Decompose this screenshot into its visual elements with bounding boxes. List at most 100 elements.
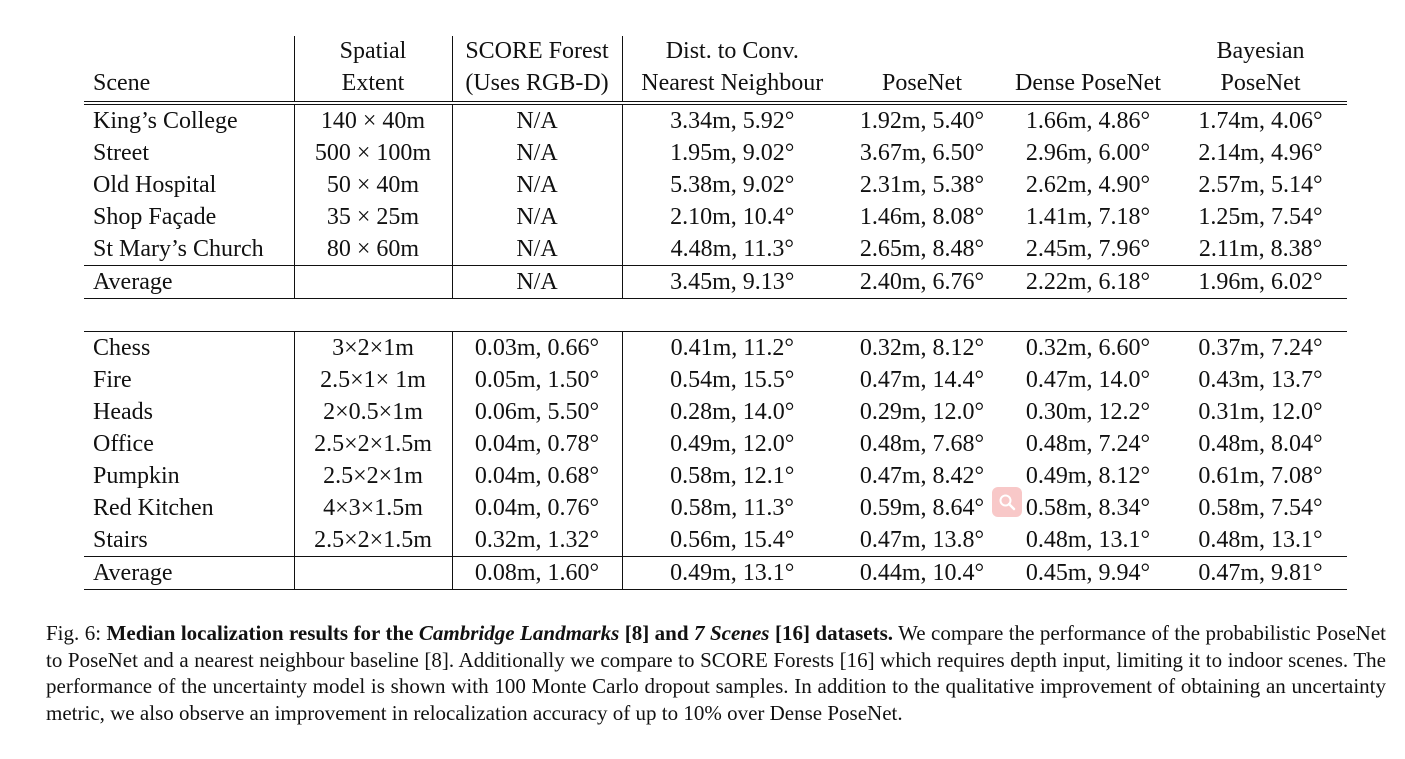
header-line-2: Extent: [341, 69, 405, 96]
value-cell: 0.04m, 0.68°: [452, 460, 623, 492]
value-cell: N/A: [452, 103, 623, 137]
header-line-1: Dist. to Conv.: [665, 38, 799, 64]
figure-caption: Fig. 6: Median localization results for …: [46, 620, 1386, 726]
table-row: Chess 3×2×1m 0.03m, 0.66° 0.41m, 11.2° 0.32m…: [84, 331, 1347, 364]
average-row: Average 0.08m, 1.60° 0.49m, 13.1° 0.44m, 10…: [84, 556, 1347, 590]
value-cell: 0.58m, 7.54°: [1198, 494, 1323, 521]
table-row: Shop Façade 35 × 25m N/A 2.10m, 10.4° 1.46m,…: [84, 201, 1347, 233]
value-cell: 2.5×2×1.5m: [294, 428, 453, 460]
value-cell: 0.48m, 13.1°: [1198, 526, 1323, 553]
value-cell: 0.54m, 15.5°: [670, 366, 795, 393]
scene-cell: Old Hospital: [84, 169, 295, 201]
value-cell: 80 × 60m: [294, 233, 453, 266]
value-cell: 0.48m, 8.04°: [1198, 430, 1323, 457]
results-table: Scene Spatial Extent SCORE Forest (Uses RGB-…: [84, 36, 1347, 590]
value-cell: 0.56m, 15.4°: [670, 526, 795, 553]
value-cell: 0.41m, 11.2°: [622, 331, 842, 364]
scene-cell: Pumpkin: [84, 460, 295, 492]
value-cell: 0.30m, 12.2°: [1025, 398, 1151, 425]
average-row: Average N/A 3.45m, 9.13° 2.40m, 6.76° 2.22m,…: [84, 265, 1347, 299]
magnifier-icon[interactable]: [992, 487, 1022, 517]
value-cell: 0.04m, 0.76°: [452, 492, 623, 524]
value-cell: 1.96m, 6.02°: [1174, 265, 1347, 299]
caption-body: We compare the performance of the probab…: [46, 621, 1386, 725]
value-cell: 0.47m, 13.8°: [859, 526, 985, 553]
value-cell: 2.14m, 4.96°: [1198, 139, 1323, 166]
value-cell: 2.45m, 7.96°: [1025, 235, 1151, 262]
caption-italic-2: 7 Scenes: [694, 621, 770, 645]
value-cell: 1.95m, 9.02°: [670, 139, 795, 166]
value-cell: 0.37m, 7.24°: [1174, 331, 1347, 364]
value-cell: 0.43m, 13.7°: [1198, 366, 1323, 393]
value-cell: 35 × 25m: [294, 201, 453, 233]
value-cell: [294, 556, 453, 590]
value-cell: 1.92m, 5.40°: [859, 107, 985, 134]
table-row: Street 500 × 100m N/A 1.95m, 9.02° 3.67m, 6.…: [84, 137, 1347, 169]
value-cell: 0.47m, 14.0°: [1025, 366, 1151, 393]
value-cell: 0.48m, 13.1°: [1025, 526, 1151, 553]
value-cell: 0.32m, 1.32°: [452, 524, 623, 557]
value-cell: 2.5×1× 1m: [294, 364, 453, 396]
header-line-2: PoseNet: [1220, 69, 1301, 96]
table-row: Old Hospital 50 × 40m N/A 5.38m, 9.02° 2.31m…: [84, 169, 1347, 201]
value-cell: 2.62m, 4.90°: [1025, 171, 1151, 198]
scene-cell: Heads: [84, 396, 295, 428]
table-row: Red Kitchen 4×3×1.5m 0.04m, 0.76° 0.58m, 11…: [84, 492, 1347, 524]
column-header-2: SCORE Forest (Uses RGB-D): [452, 36, 623, 105]
value-cell: 500 × 100m: [294, 137, 453, 169]
scene-cell: Office: [84, 428, 295, 460]
scene-cell: St Mary’s Church: [84, 233, 295, 266]
table-row: St Mary’s Church 80 × 60m N/A 4.48m, 11.3° 2…: [84, 233, 1347, 266]
scene-cell: King’s College: [84, 103, 295, 137]
value-cell: 3×2×1m: [294, 331, 453, 364]
caption-bold-3: [16] datasets.: [769, 621, 893, 645]
header-line-1: [1002, 36, 1174, 68]
value-cell: 0.59m, 8.64°: [859, 494, 985, 521]
scene-cell: Stairs: [84, 524, 295, 557]
value-cell: 0.58m, 12.1°: [670, 462, 795, 489]
column-header-0: Scene: [84, 36, 295, 105]
table-spacer: [84, 299, 1347, 332]
value-cell: 1.66m, 4.86°: [1025, 107, 1151, 134]
table-header-row: Scene Spatial Extent SCORE Forest (Uses RGB-…: [84, 36, 1347, 105]
value-cell: 50 × 40m: [294, 169, 453, 201]
value-cell: 2.10m, 10.4°: [670, 203, 795, 230]
value-cell: 4.48m, 11.3°: [670, 235, 794, 262]
header-line-2: Nearest Neighbour: [641, 69, 824, 96]
scene-cell: Average: [84, 265, 295, 299]
caption-italic-1: Cambridge Landmarks: [418, 621, 620, 645]
value-cell: 4×3×1.5m: [294, 492, 453, 524]
value-cell: 3.67m, 6.50°: [859, 139, 985, 166]
value-cell: N/A: [452, 169, 623, 201]
value-cell: 0.49m, 8.12°: [1025, 462, 1151, 489]
value-cell: 0.58m, 8.34°: [1025, 494, 1151, 521]
value-cell: 0.03m, 0.66°: [452, 331, 623, 364]
value-cell: 2.5×2×1m: [294, 460, 453, 492]
column-header-3: Dist. to Conv. Nearest Neighbour: [622, 36, 842, 105]
value-cell: N/A: [452, 233, 623, 266]
column-header-4: PoseNet: [842, 36, 1002, 105]
value-cell: 1.25m, 7.54°: [1198, 203, 1323, 230]
value-cell: 2.31m, 5.38°: [859, 171, 985, 198]
caption-bold-2: [8] and: [619, 621, 695, 645]
value-cell: 0.49m, 12.0°: [670, 430, 795, 457]
value-cell: 0.48m, 7.68°: [859, 430, 985, 457]
value-cell: 0.47m, 8.42°: [859, 462, 985, 489]
value-cell: 0.48m, 7.24°: [1025, 430, 1151, 457]
header-line-2: Dense PoseNet: [1015, 69, 1161, 96]
caption-bold-1: Median localization results for the: [106, 621, 419, 645]
value-cell: 0.58m, 11.3°: [670, 494, 794, 521]
header-line-1: Spatial: [339, 38, 407, 64]
value-cell: 140 × 40m: [294, 103, 453, 137]
table-row: Stairs 2.5×2×1.5m 0.32m, 1.32° 0.56m, 15.4°…: [84, 524, 1347, 557]
value-cell: 0.61m, 7.08°: [1198, 462, 1323, 489]
header-line-1: [842, 36, 1002, 68]
value-cell: 0.04m, 0.78°: [452, 428, 623, 460]
value-cell: 2.11m, 8.38°: [1198, 235, 1323, 262]
value-cell: 0.47m, 14.4°: [859, 366, 985, 393]
header-line-1: Bayesian: [1216, 38, 1305, 64]
scene-cell: Average: [84, 556, 295, 590]
value-cell: 2.22m, 6.18°: [1002, 265, 1174, 299]
header-line-2: PoseNet: [882, 69, 962, 96]
scene-cell: Shop Façade: [84, 201, 295, 233]
